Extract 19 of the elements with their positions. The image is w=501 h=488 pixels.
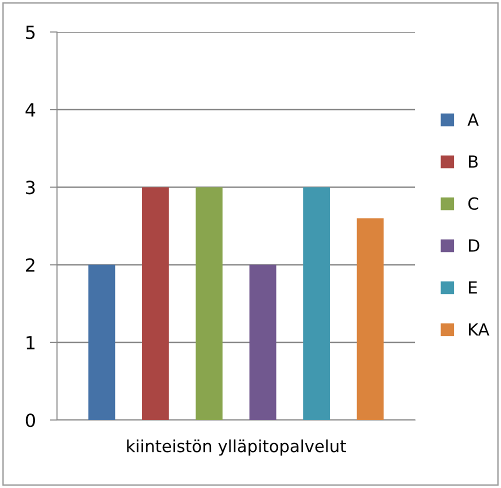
bar	[88, 264, 116, 420]
bar	[249, 264, 276, 420]
y-tick-label: 3	[26, 180, 35, 194]
bar	[356, 218, 384, 420]
legend-label: A	[468, 114, 479, 126]
legend-label: D	[469, 239, 480, 252]
y-tick-label: 2	[26, 258, 34, 272]
bar	[196, 187, 223, 420]
y-tick-label: 4	[26, 103, 36, 116]
y-tick-label: 1	[26, 336, 34, 350]
legend-label: E	[469, 281, 477, 294]
bar	[142, 187, 169, 420]
y-tick-label: 5	[26, 26, 35, 40]
x-tick-label: kiinteistön ylläpitopalvelut	[127, 439, 346, 456]
bar	[303, 187, 330, 420]
legend-label: B	[469, 156, 478, 168]
legend-label: KA	[469, 323, 490, 336]
y-tick-label: 0	[26, 413, 35, 428]
legend-label: C	[468, 197, 478, 210]
